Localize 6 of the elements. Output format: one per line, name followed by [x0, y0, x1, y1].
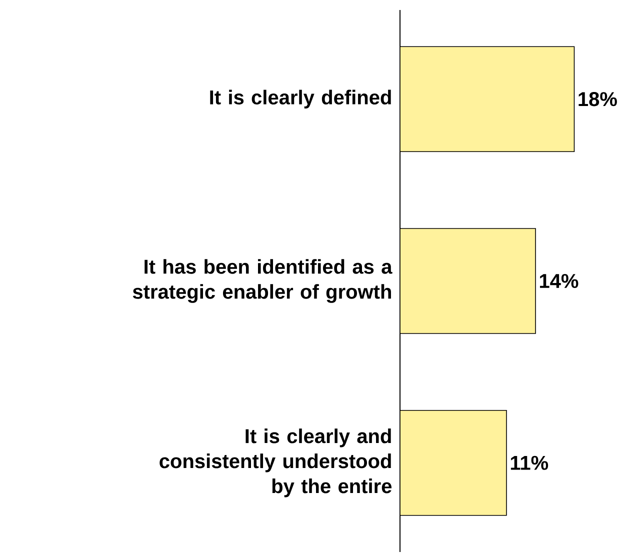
y-tick-label: It is clearly defined: [210, 90, 391, 108]
y-tick-label: It has been identified as a strategic enabler of growth: [132, 259, 392, 303]
data-label: 11%: [510, 456, 548, 470]
data-label: 18%: [578, 92, 617, 106]
data-label: 14%: [540, 274, 578, 288]
y-tick-label: It is clearly and consistently understood by the entire: [160, 428, 392, 498]
